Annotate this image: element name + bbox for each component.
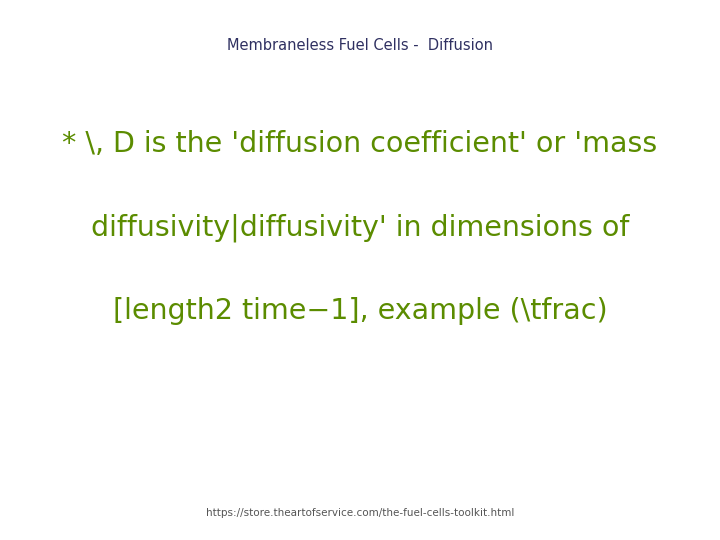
Text: diffusivity|diffusivity' in dimensions of: diffusivity|diffusivity' in dimensions o… — [91, 213, 629, 242]
Text: Membraneless Fuel Cells -  Diffusion: Membraneless Fuel Cells - Diffusion — [227, 38, 493, 53]
Text: * \, D is the 'diffusion coefficient' or 'mass: * \, D is the 'diffusion coefficient' or… — [63, 130, 657, 158]
Text: https://store.theartofservice.com/the-fuel-cells-toolkit.html: https://store.theartofservice.com/the-fu… — [206, 508, 514, 518]
Text: [length2 time−1], example (\tfrac): [length2 time−1], example (\tfrac) — [113, 297, 607, 325]
